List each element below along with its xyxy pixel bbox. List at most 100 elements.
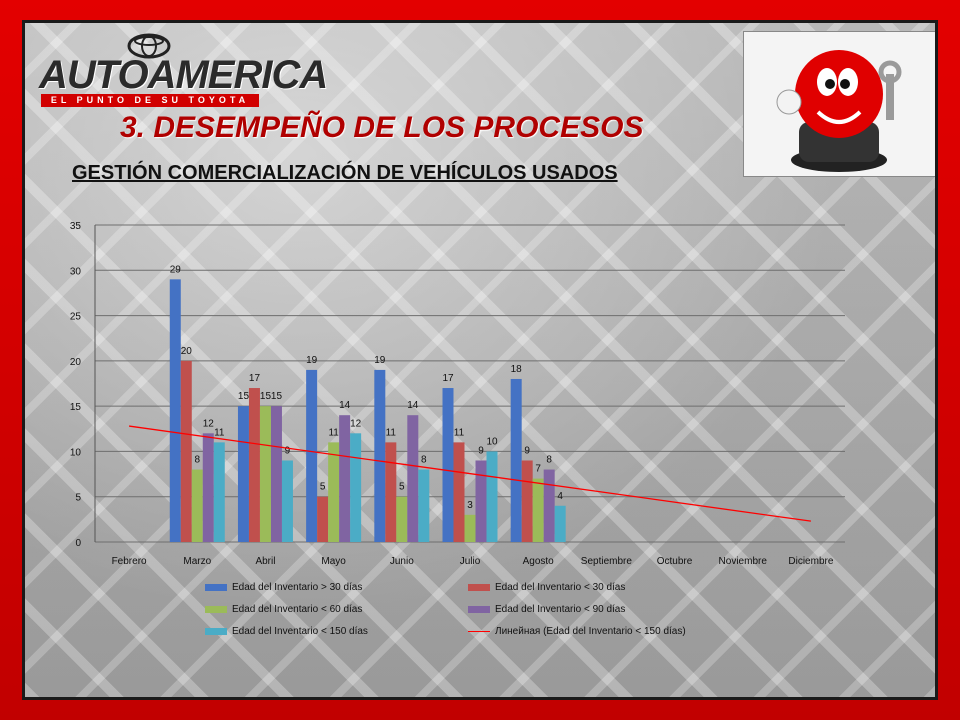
- logo-tagline: EL PUNTO DE SU TOYOTA: [41, 94, 259, 107]
- data-label: 15: [271, 391, 283, 402]
- data-label: 8: [194, 455, 200, 466]
- y-tick-label: 35: [70, 221, 82, 232]
- legend-swatch: [468, 606, 490, 613]
- x-tick-label: Julio: [460, 556, 481, 567]
- data-label: 14: [339, 400, 351, 411]
- bar: [339, 415, 351, 542]
- data-label: 8: [421, 455, 427, 466]
- data-label: 11: [386, 427, 397, 438]
- x-tick-label: Abril: [255, 556, 275, 567]
- bar: [385, 442, 397, 542]
- mascot-icon: [776, 50, 902, 172]
- legend-label: Edad del Inventario < 150 días: [232, 626, 368, 637]
- data-label: 4: [557, 491, 563, 502]
- bar: [180, 360, 192, 542]
- bar: [281, 460, 293, 542]
- bar: [396, 496, 408, 542]
- data-label: 12: [203, 418, 215, 429]
- y-tick-label: 10: [70, 447, 82, 458]
- y-tick-label: 15: [70, 402, 82, 413]
- data-label: 11: [454, 427, 465, 438]
- x-tick-label: Octubre: [657, 556, 693, 567]
- bar: [554, 505, 566, 542]
- x-tick-label: Diciembre: [788, 556, 833, 567]
- data-label: 17: [249, 373, 261, 384]
- bar: [532, 478, 544, 542]
- data-label: 20: [181, 346, 193, 357]
- bar: [328, 442, 340, 542]
- bar: [202, 433, 214, 542]
- data-label: 9: [524, 445, 530, 456]
- data-label: 19: [374, 355, 386, 366]
- bar: [248, 388, 260, 542]
- bar: [442, 388, 454, 542]
- x-tick-label: Noviembre: [719, 556, 768, 567]
- data-label: 14: [407, 400, 419, 411]
- x-tick-label: Septiembre: [581, 556, 633, 567]
- data-label: 18: [511, 364, 523, 375]
- bar: [453, 442, 465, 542]
- data-label: 12: [350, 418, 362, 429]
- data-label: 29: [170, 264, 182, 275]
- data-label: 5: [320, 482, 326, 493]
- bar: [510, 378, 522, 542]
- data-label: 17: [442, 373, 454, 384]
- data-label: 11: [328, 427, 339, 438]
- trendline: [129, 425, 811, 522]
- data-label: 15: [260, 391, 272, 402]
- data-label: 9: [285, 445, 291, 456]
- autoamerica-logo: AUTOAMERICA EL PUNTO DE SU TOYOTA: [35, 31, 328, 111]
- legend-label: Линейная (Edad del Inventario < 150 días…: [495, 626, 686, 637]
- legend-label: Edad del Inventario > 30 días: [232, 582, 363, 593]
- bar: [486, 451, 498, 542]
- x-tick-label: Junio: [390, 556, 414, 567]
- bar: [237, 406, 249, 542]
- x-tick-label: Marzo: [183, 556, 211, 567]
- page-title: 3. DESEMPEÑO DE LOS PROCESOS: [120, 111, 644, 144]
- legend-label: Edad del Inventario < 90 días: [495, 604, 626, 615]
- bar: [191, 469, 203, 542]
- legend-swatch: [205, 606, 227, 613]
- data-label: 9: [478, 445, 484, 456]
- bar: [259, 406, 271, 542]
- bar: [418, 469, 430, 542]
- bar: [475, 460, 487, 542]
- bar: [374, 369, 386, 542]
- y-tick-label: 30: [70, 266, 82, 277]
- bar: [521, 460, 533, 542]
- legend-swatch: [468, 584, 490, 591]
- data-label: 10: [486, 436, 498, 447]
- toyota-emblem-icon: [127, 33, 171, 59]
- legend-swatch: [205, 628, 227, 635]
- bar: [169, 279, 181, 542]
- bar: [270, 406, 282, 542]
- bar: [407, 415, 419, 542]
- bar: [213, 442, 225, 542]
- mascot-image: [743, 31, 935, 177]
- x-tick-label: Mayo: [321, 556, 346, 567]
- x-tick-label: Febrero: [112, 556, 147, 567]
- data-label: 7: [535, 464, 541, 475]
- y-tick-label: 5: [75, 493, 81, 504]
- data-label: 11: [214, 427, 225, 438]
- legend-swatch: [468, 631, 490, 632]
- legend-swatch: [205, 584, 227, 591]
- legend-label: Edad del Inventario < 60 días: [232, 604, 363, 615]
- data-label: 3: [467, 500, 473, 511]
- bar: [543, 469, 555, 542]
- y-tick-label: 25: [70, 312, 82, 323]
- data-label: 15: [238, 391, 250, 402]
- bar: [317, 496, 329, 542]
- data-label: 5: [399, 482, 405, 493]
- x-tick-label: Agosto: [523, 556, 555, 567]
- bar: [350, 433, 362, 542]
- legend-label: Edad del Inventario < 30 días: [495, 582, 626, 593]
- y-tick-label: 20: [70, 357, 82, 368]
- data-label: 19: [306, 355, 318, 366]
- bar: [306, 369, 318, 542]
- page-subtitle: GESTIÓN COMERCIALIZACIÓN DE VEHÍCULOS US…: [72, 162, 618, 184]
- data-label: 8: [546, 455, 552, 466]
- y-tick-label: 0: [75, 538, 81, 549]
- bar: [464, 514, 476, 542]
